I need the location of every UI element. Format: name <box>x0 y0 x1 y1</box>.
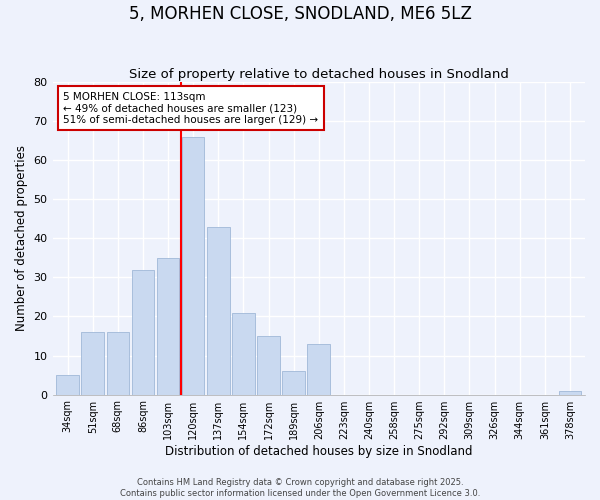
Bar <box>559 390 581 394</box>
Text: 5, MORHEN CLOSE, SNODLAND, ME6 5LZ: 5, MORHEN CLOSE, SNODLAND, ME6 5LZ <box>128 5 472 23</box>
Bar <box>257 336 280 394</box>
Text: 5 MORHEN CLOSE: 113sqm
← 49% of detached houses are smaller (123)
51% of semi-de: 5 MORHEN CLOSE: 113sqm ← 49% of detached… <box>63 92 319 124</box>
Bar <box>56 375 79 394</box>
Bar <box>307 344 330 395</box>
Bar <box>131 270 154 394</box>
Y-axis label: Number of detached properties: Number of detached properties <box>15 146 28 332</box>
Bar <box>283 371 305 394</box>
Text: Contains HM Land Registry data © Crown copyright and database right 2025.
Contai: Contains HM Land Registry data © Crown c… <box>120 478 480 498</box>
Bar <box>207 226 230 394</box>
X-axis label: Distribution of detached houses by size in Snodland: Distribution of detached houses by size … <box>165 444 473 458</box>
Bar <box>82 332 104 394</box>
Bar <box>182 137 205 394</box>
Bar <box>157 258 179 394</box>
Title: Size of property relative to detached houses in Snodland: Size of property relative to detached ho… <box>129 68 509 81</box>
Bar <box>232 312 255 394</box>
Bar <box>107 332 129 394</box>
